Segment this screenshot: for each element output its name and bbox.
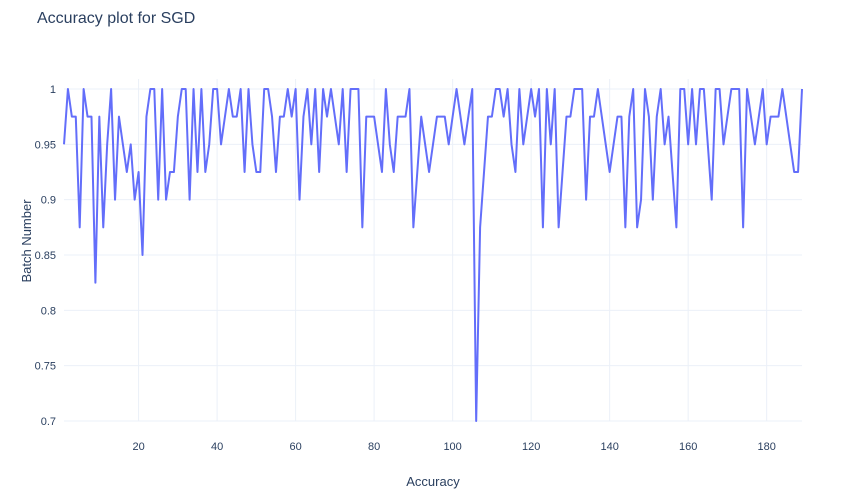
chart-title: Accuracy plot for SGD (37, 10, 196, 27)
series-group (63, 88, 803, 422)
x-tick-label: 100 (443, 441, 461, 453)
x-tick-label: 120 (522, 441, 540, 453)
x-axis-title: Accuracy (406, 474, 460, 489)
x-tick-label: 160 (679, 441, 697, 453)
y-tick-label: 0.85 (35, 250, 56, 262)
x-tick-label: 140 (600, 441, 618, 453)
y-tick-label: 0.8 (41, 305, 56, 317)
y-axis-title: Batch Number (19, 199, 34, 283)
x-tick-label: 60 (289, 441, 301, 453)
x-tick-labels: 20 40 60 80 100 120 140 160 180 (132, 441, 775, 453)
y-tick-label: 0.75 (35, 361, 56, 373)
x-tick-label: 180 (757, 441, 775, 453)
y-tick-label: 1 (50, 84, 56, 96)
x-gridlines (138, 79, 768, 421)
x-tick-label: 20 (132, 441, 144, 453)
y-tick-labels: 0.7 0.75 0.8 0.85 0.9 0.95 1 (35, 84, 56, 428)
y-tick-label: 0.9 (41, 195, 56, 207)
y-tick-label: 0.95 (35, 139, 56, 151)
x-tick-label: 40 (211, 441, 223, 453)
y-tick-label: 0.7 (41, 416, 56, 428)
series-line (63, 88, 803, 422)
x-tick-label: 80 (368, 441, 380, 453)
